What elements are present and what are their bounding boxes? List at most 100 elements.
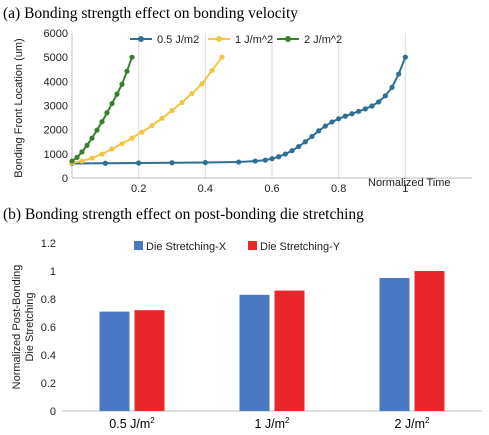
line-chart-data-point bbox=[202, 159, 208, 166]
line-chart-data-point bbox=[109, 146, 115, 152]
line-chart-legend-marker bbox=[285, 36, 291, 42]
line-chart-data-point bbox=[219, 54, 225, 60]
line-chart-legend-label: 0.5 J/m2 bbox=[157, 34, 199, 46]
line-chart-data-point bbox=[74, 154, 80, 161]
line-chart-data-point bbox=[342, 113, 348, 119]
line-chart-data-point bbox=[99, 119, 105, 125]
line-chart-data-point bbox=[296, 143, 302, 150]
line-chart-data-point bbox=[79, 158, 85, 164]
line-chart-grid bbox=[138, 33, 406, 178]
line-chart-y-tick-label: 0 bbox=[62, 173, 68, 185]
bar-chart-legend-label: Die Stretching-Y bbox=[260, 241, 341, 253]
line-chart-x-tick-label: 0.6 bbox=[264, 183, 279, 195]
line-chart-y-tick-label: 2000 bbox=[44, 125, 68, 137]
chart-a-caption: (a) Bonding strength effect on bonding v… bbox=[3, 5, 299, 22]
bar-chart-category-label: 2 J/m2 bbox=[394, 416, 430, 431]
line-chart-data-point bbox=[356, 108, 362, 114]
line-chart-x-axis-label: Normalized Time bbox=[368, 177, 451, 189]
line-chart-data-point bbox=[269, 156, 275, 162]
line-chart-data-point bbox=[89, 135, 95, 141]
bar-chart-y-tick-label: 0.4 bbox=[41, 350, 56, 362]
line-chart-data-point bbox=[309, 133, 315, 140]
line-chart-data-point bbox=[349, 111, 355, 117]
line-chart-data-point bbox=[376, 99, 382, 105]
line-chart-data-point bbox=[362, 106, 368, 112]
line-chart-data-point bbox=[336, 116, 342, 122]
line-chart-data-point bbox=[109, 100, 115, 107]
line-chart-data-point bbox=[236, 159, 242, 165]
line-chart-x-tick-label: 0.4 bbox=[198, 183, 213, 195]
bar-chart-y-tick-label: 0.6 bbox=[41, 322, 56, 334]
line-chart-y-tick-label: 1000 bbox=[44, 149, 68, 161]
chart-b-caption: (b) Bonding strength effect on post-bond… bbox=[3, 206, 364, 223]
line-chart-data-point bbox=[316, 128, 322, 134]
line-chart-data-point bbox=[289, 148, 295, 154]
line-chart-y-tick-label: 5000 bbox=[44, 52, 68, 64]
line-chart-y-tick-label: 3000 bbox=[44, 101, 68, 113]
line-chart-data-point bbox=[302, 139, 308, 145]
line-chart-y-tick-label: 4000 bbox=[44, 76, 68, 88]
line-chart-data-point bbox=[282, 151, 288, 157]
bar-chart-bar bbox=[379, 278, 410, 411]
line-chart-data-point bbox=[169, 160, 175, 166]
line-chart-data-point bbox=[129, 54, 135, 60]
line-chart-data-point bbox=[89, 155, 95, 161]
line-chart-legend: 0.5 J/m2 1 J/m^2 2 J/m^2 bbox=[130, 34, 342, 46]
line-chart-legend-marker bbox=[216, 36, 222, 42]
line-chart-data-point bbox=[104, 110, 110, 116]
line-chart-data-point bbox=[102, 160, 108, 166]
line-chart-data-point bbox=[402, 54, 408, 60]
line-chart-legend-label: 1 J/m^2 bbox=[235, 34, 273, 46]
bar-chart-legend-swatch bbox=[248, 241, 257, 250]
line-chart-y-tick-label: 6000 bbox=[44, 28, 68, 40]
line-chart-data-point bbox=[189, 90, 195, 97]
bar-chart-y-tick-label: 0.8 bbox=[41, 294, 56, 306]
bar-chart-y-tick-label: 1 bbox=[50, 266, 56, 278]
line-chart-data-point bbox=[322, 123, 328, 129]
line-chart-data-point bbox=[119, 81, 125, 87]
bar-chart-legend: Die Stretching-X Die Stretching-Y bbox=[134, 241, 341, 253]
bar-chart-bar bbox=[414, 271, 445, 411]
line-chart-y-axis-label: Bonding Front Location (um) bbox=[13, 38, 25, 177]
bar-chart-bar bbox=[99, 311, 130, 411]
line-chart-x-tick-label: 1 bbox=[402, 183, 408, 195]
line-chart-data-point bbox=[124, 68, 130, 74]
bar-chart-legend-swatch bbox=[134, 241, 143, 250]
line-chart-data-point bbox=[252, 158, 258, 164]
line-chart-data-point bbox=[396, 71, 402, 77]
line-chart-data-point bbox=[389, 84, 395, 90]
bar-chart-bars bbox=[99, 271, 445, 411]
bar-chart-categories: 0.5 J/m2 1 J/m2 2 J/m2 bbox=[109, 416, 430, 431]
bar-chart-y-tick-label: 1.2 bbox=[41, 238, 56, 250]
line-chart-x-tick-label: 0.8 bbox=[331, 183, 346, 195]
bar-chart-bar bbox=[274, 290, 305, 411]
line-chart-legend-marker bbox=[138, 36, 144, 42]
line-chart-data-point bbox=[149, 122, 155, 129]
bar-chart-bar bbox=[134, 310, 165, 411]
line-chart-data-point bbox=[369, 103, 375, 109]
line-chart: 0.2 0.4 0.6 0.8 1 0 1000 2000 3000 4000 5000 6000 0… bbox=[13, 28, 472, 195]
line-chart-data-point bbox=[276, 154, 282, 160]
bar-chart-legend-label: Die Stretching-X bbox=[146, 241, 227, 253]
line-chart-data-point bbox=[329, 119, 335, 125]
line-chart-data-point bbox=[179, 99, 185, 105]
bar-chart-y-axis-label: Normalized Post-BondingDie Stretching bbox=[11, 265, 36, 390]
line-chart-data-point bbox=[159, 115, 165, 121]
line-chart-data-point bbox=[119, 141, 125, 147]
line-chart-data-point bbox=[114, 91, 120, 97]
line-chart-series-line bbox=[71, 56, 223, 164]
line-chart-data-point bbox=[129, 135, 135, 141]
line-chart-data-point bbox=[199, 81, 205, 87]
line-chart-data-point bbox=[262, 157, 268, 163]
line-chart-data-point bbox=[382, 93, 388, 99]
bar-chart-y-tick-label: 0 bbox=[50, 406, 56, 418]
line-chart-data-point bbox=[94, 127, 100, 133]
line-chart-data-point bbox=[139, 129, 145, 135]
line-chart-data-point bbox=[136, 160, 142, 166]
line-chart-legend-label: 2 J/m^2 bbox=[304, 34, 342, 46]
line-chart-data-point bbox=[79, 149, 85, 155]
bar-chart-axes: 0 0.2 0.4 0.6 0.8 1 1.2 bbox=[41, 238, 482, 418]
bar-chart-category-label: 0.5 J/m2 bbox=[109, 416, 155, 431]
bar-chart-category-label: 1 J/m2 bbox=[254, 416, 290, 431]
